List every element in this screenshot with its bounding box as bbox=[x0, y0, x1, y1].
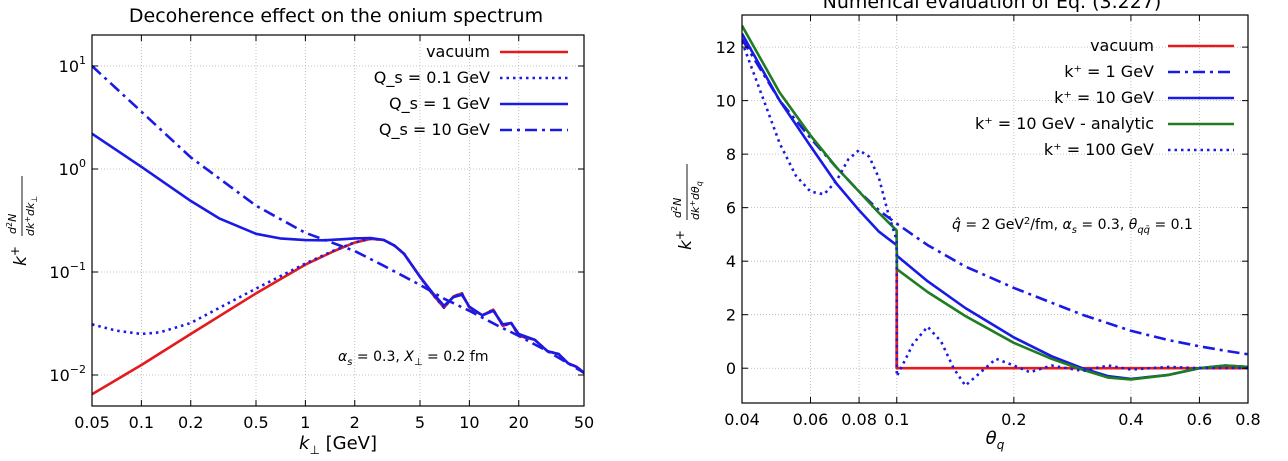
y-tick-label: 4 bbox=[726, 252, 736, 271]
x-tick-label: 0.1 bbox=[884, 410, 909, 429]
legend-label: k⁺ = 1 GeV bbox=[1064, 62, 1154, 81]
y-tick-label: 10−1 bbox=[49, 260, 86, 282]
legend-label: Q_s = 10 GeV bbox=[379, 120, 490, 140]
series-layer bbox=[92, 65, 584, 396]
series-line bbox=[742, 33, 1248, 381]
y-tick-label: 101 bbox=[59, 54, 86, 76]
chart-title: Numerical evaluation of Eq. (3.227) bbox=[823, 0, 1162, 13]
legend-label: k⁺ = 10 GeV - analytic bbox=[975, 114, 1154, 133]
chart-title: Decoherence effect on the onium spectrum bbox=[129, 5, 543, 27]
x-tick-label: 0.5 bbox=[243, 413, 268, 432]
x-tick-label: 0.6 bbox=[1187, 410, 1212, 429]
parameter-annotation: αs = 0.3, X⊥ = 0.2 fm bbox=[338, 349, 488, 368]
series-line bbox=[742, 41, 1248, 387]
legend: vacuum Q_s = 0.1 GeV Q_s = 1 GeV Q_s = 10 G… bbox=[374, 42, 568, 140]
series-line bbox=[895, 262, 1248, 370]
x-tick-label: 0.2 bbox=[1001, 410, 1026, 429]
x-tick-label: 20 bbox=[509, 413, 529, 432]
svg-text:d2N: d2N bbox=[670, 198, 684, 218]
numerical-evaluation-chart: Numerical evaluation of Eq. (3.227) 0.04… bbox=[670, 0, 1261, 452]
legend-label: vacuum bbox=[426, 42, 490, 61]
x-tick-label: 10 bbox=[459, 413, 479, 432]
svg-text:dk+dθq: dk+dθq bbox=[688, 181, 704, 220]
x-tick-label: 0.04 bbox=[724, 410, 760, 429]
parameter-annotation: q̂ = 2 GeV2/fm, αs = 0.3, θqq̄ = 0.1 bbox=[952, 216, 1193, 236]
onium-spectrum-chart: Decoherence effect on the onium spectrum… bbox=[5, 5, 594, 457]
x-axis-label: θq bbox=[986, 428, 1005, 452]
svg-text:k+: k+ bbox=[8, 246, 31, 266]
x-tick-label: 0.05 bbox=[74, 413, 110, 432]
y-axis-label: k+ d2N dk+dθq bbox=[670, 164, 704, 250]
x-tick-label: 50 bbox=[574, 413, 594, 432]
y-tick-label: 100 bbox=[59, 157, 86, 179]
series-line bbox=[742, 25, 1248, 381]
grid bbox=[741, 15, 1249, 403]
y-axis-label: k+ d2N dk+dk⊥ bbox=[5, 176, 39, 266]
legend: vacuum k⁺ = 1 GeV k⁺ = 10 GeV k⁺ = 10 GeV -… bbox=[975, 36, 1234, 159]
y-tick-label: 12 bbox=[716, 38, 736, 57]
x-tick-label: 0.8 bbox=[1235, 410, 1260, 429]
series-line bbox=[92, 237, 584, 396]
series-layer bbox=[742, 25, 1248, 387]
plot-frame bbox=[91, 34, 585, 407]
x-tick-label: 2 bbox=[350, 413, 360, 432]
series-line bbox=[742, 38, 1248, 356]
series-line bbox=[92, 132, 584, 374]
legend-label: k⁺ = 10 GeV bbox=[1054, 88, 1154, 107]
x-axis-label: k⊥ [GeV] bbox=[299, 433, 377, 457]
legend-label: vacuum bbox=[1090, 36, 1154, 55]
axis-ticks: 0.05 0.1 0.2 0.5 1 2 5 10 20 50 10−2 10−1 100 101 bbox=[49, 35, 594, 432]
y-tick-label: 6 bbox=[726, 199, 736, 218]
y-tick-label: 8 bbox=[726, 145, 736, 164]
y-tick-label: 10−2 bbox=[49, 363, 86, 385]
x-tick-label: 0.06 bbox=[793, 410, 829, 429]
svg-text:dk+dk⊥: dk+dk⊥ bbox=[23, 196, 39, 236]
x-tick-label: 0.1 bbox=[129, 413, 154, 432]
x-tick-label: 1 bbox=[300, 413, 310, 432]
x-tick-label: 5 bbox=[415, 413, 425, 432]
svg-text:k+: k+ bbox=[673, 230, 696, 250]
legend-label: Q_s = 0.1 GeV bbox=[374, 68, 490, 88]
x-tick-label: 0.2 bbox=[178, 413, 203, 432]
x-tick-label: 0.08 bbox=[841, 410, 877, 429]
x-tick-label: 0.4 bbox=[1118, 410, 1143, 429]
legend-label: k⁺ = 100 GeV bbox=[1044, 140, 1154, 159]
y-tick-label: 10 bbox=[716, 92, 736, 111]
y-tick-label: 2 bbox=[726, 306, 736, 325]
legend-label: Q_s = 1 GeV bbox=[389, 94, 490, 114]
y-tick-label: 0 bbox=[726, 359, 736, 378]
plot-frame bbox=[741, 14, 1249, 404]
axis-ticks: 0.04 0.06 0.08 0.1 0.2 0.4 0.6 0.8 0 2 4 6 8 10 12 bbox=[716, 15, 1261, 429]
svg-text:d2N: d2N bbox=[5, 214, 19, 234]
series-line bbox=[92, 65, 584, 374]
